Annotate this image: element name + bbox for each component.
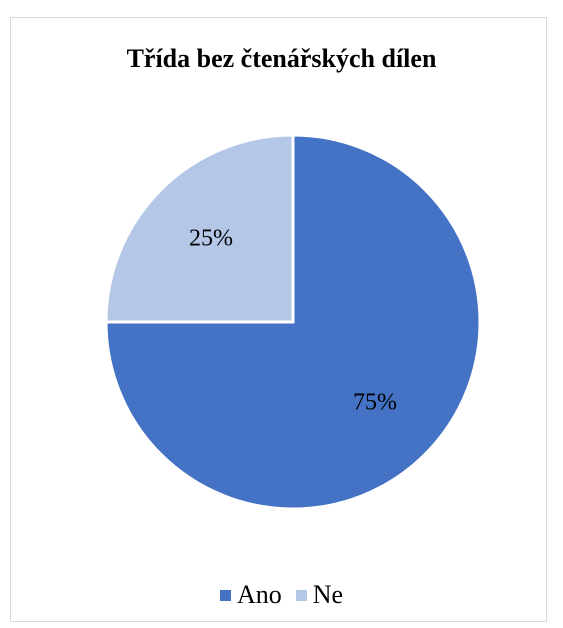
legend: Ano Ne [0,580,563,610]
data-label-ano: 75% [353,389,397,415]
data-label-ne: 25% [189,226,233,252]
legend-label-ano: Ano [236,580,282,609]
legend-swatch-ne [295,589,307,601]
legend-label-ne: Ne [312,580,344,609]
legend-swatch-ano [219,589,231,601]
legend-item-ne: Ne [295,580,344,610]
chart-title: Třída bez čtenářských dílen [126,44,437,73]
legend-item-ano: Ano [219,580,282,610]
pie-slice-ne [104,133,295,324]
